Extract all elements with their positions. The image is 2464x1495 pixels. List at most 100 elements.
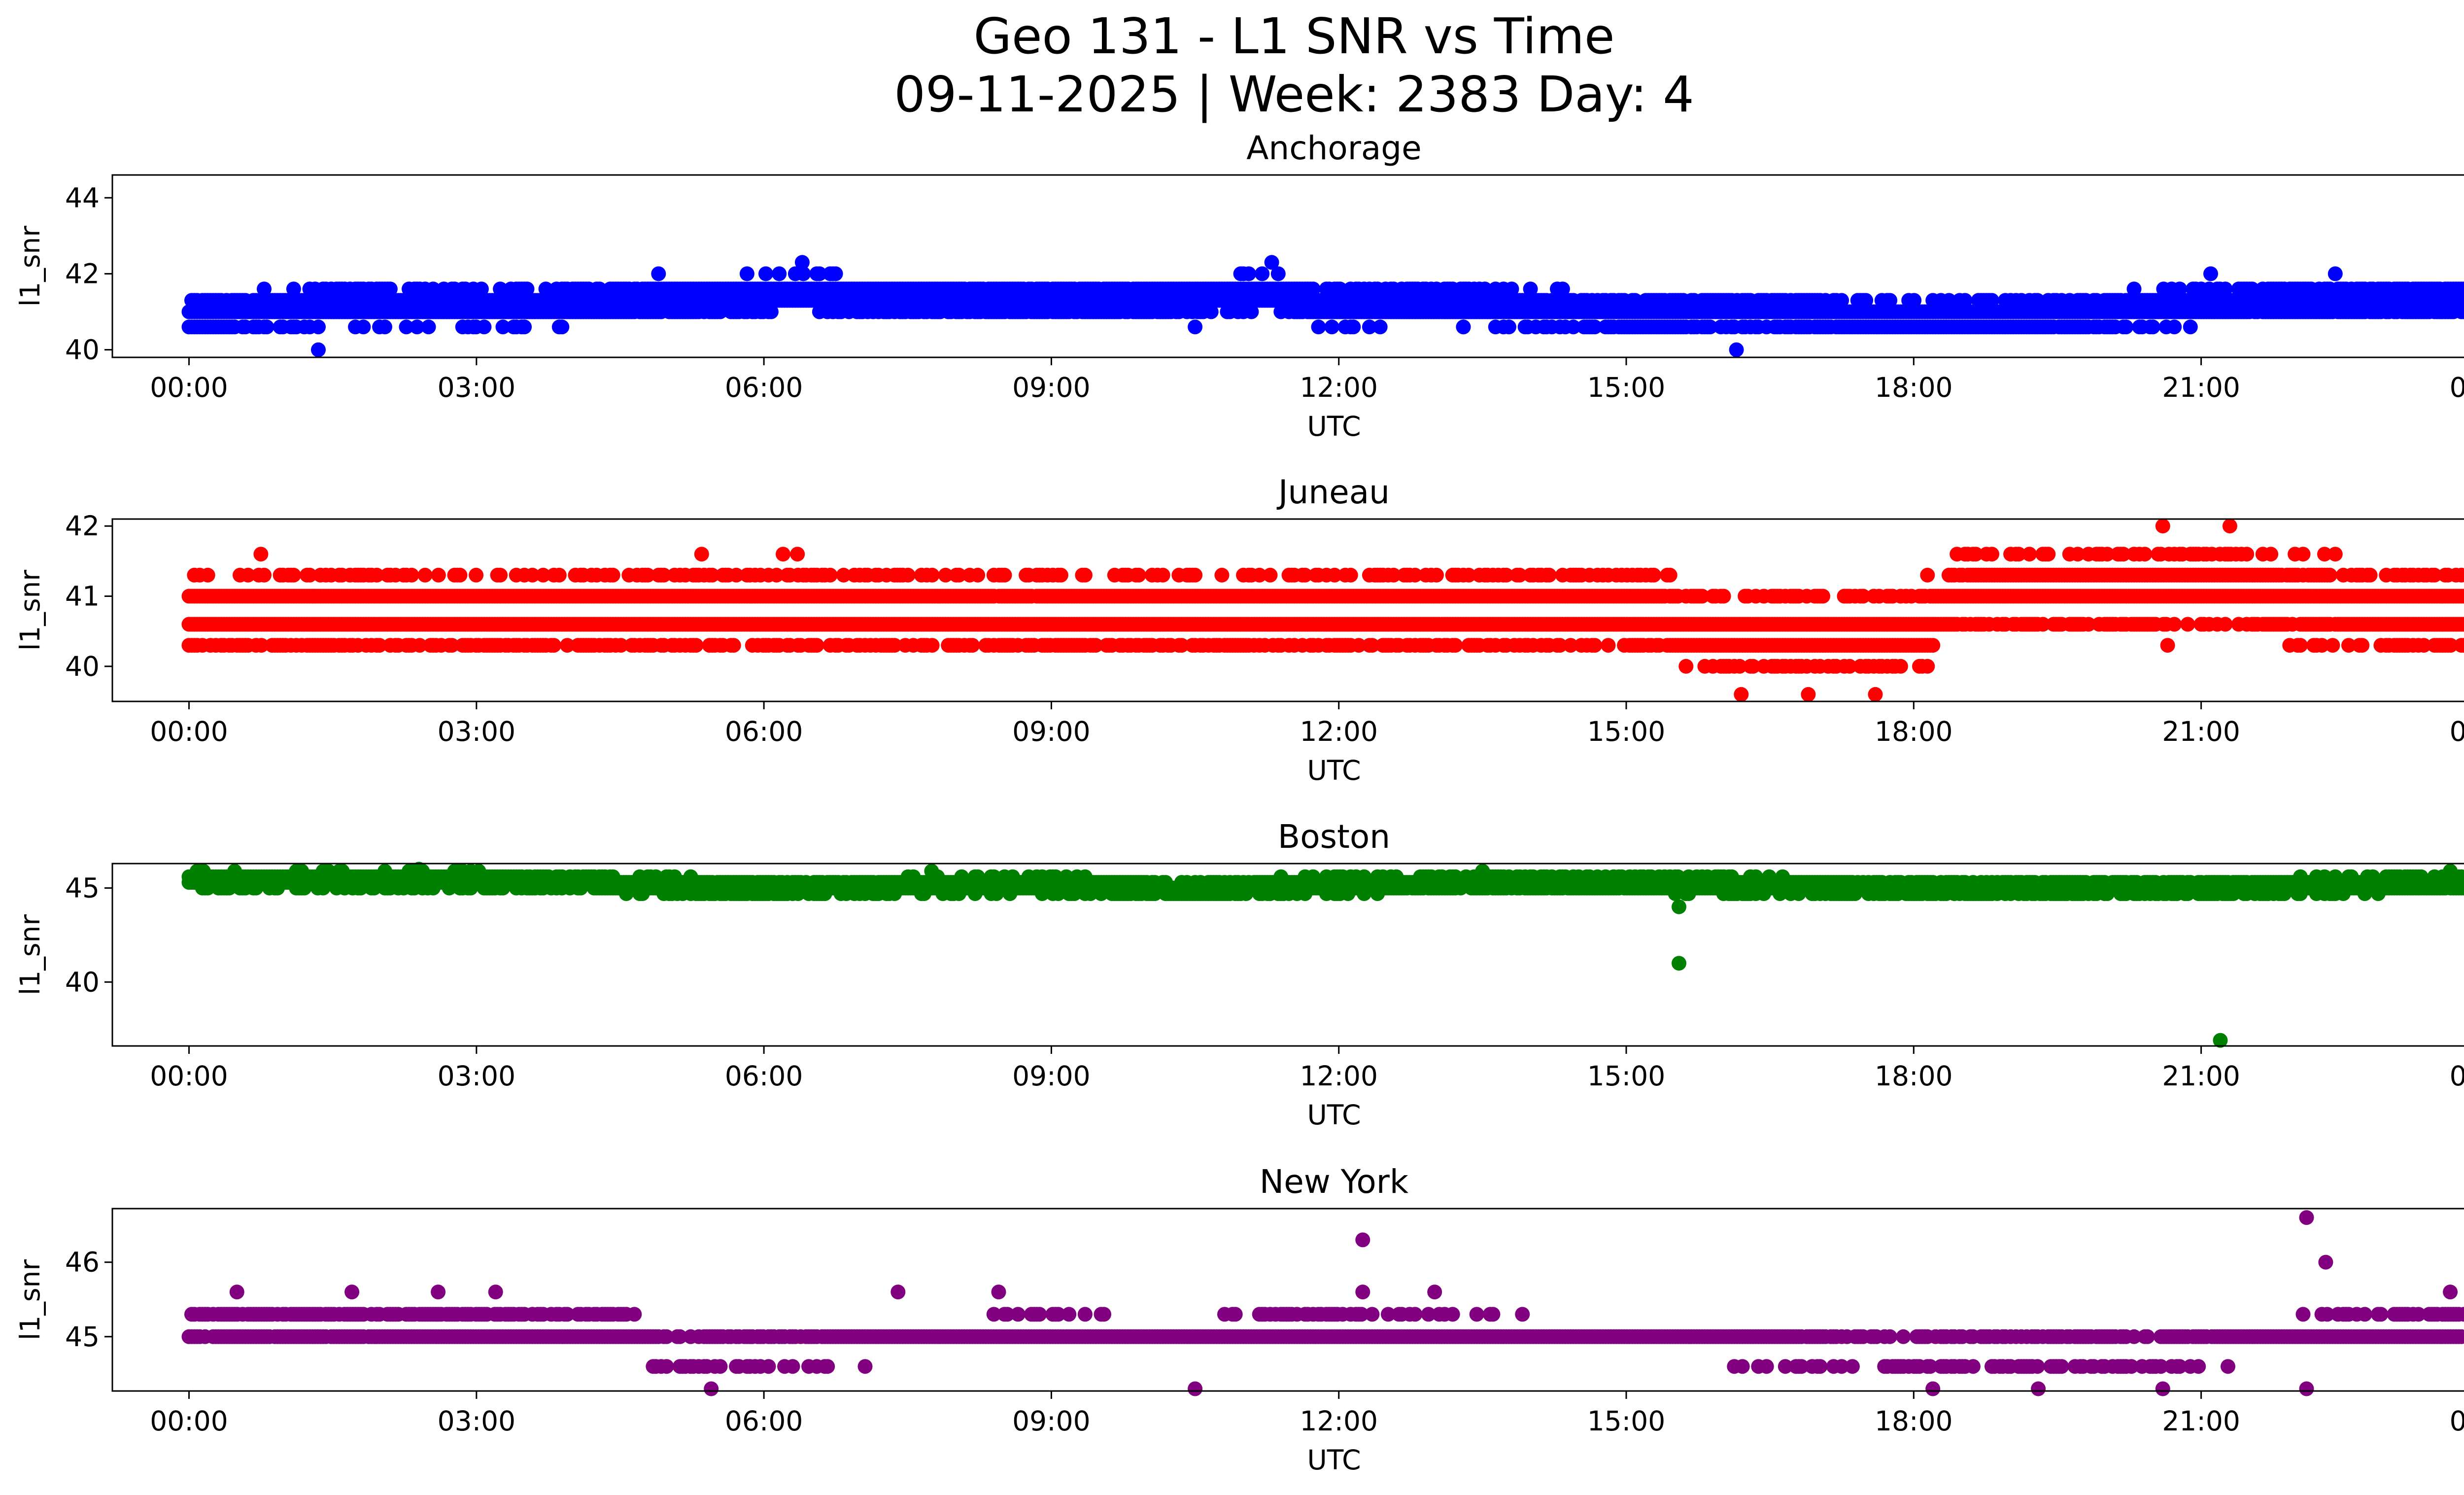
point-anchorage (1241, 266, 1256, 281)
y-tick-label: 40 (65, 651, 100, 682)
outlier-point-juneau (1734, 687, 1749, 702)
point-juneau (924, 567, 940, 583)
point-anchorage (257, 281, 272, 297)
point-juneau (726, 638, 741, 653)
figure-title-line-1: Geo 131 - L1 SNR vs Time (974, 7, 1615, 65)
point-anchorage (517, 319, 532, 335)
y-tick-label: 41 (65, 581, 100, 612)
point-anchorage (382, 281, 398, 297)
point-juneau (2167, 617, 2182, 632)
point-juneau (1646, 567, 1661, 583)
x-tick-label: 12:00 (1300, 372, 1378, 403)
x-tick-label: 09:00 (1012, 372, 1091, 403)
point-juneau (965, 638, 980, 653)
axes-frame-juneau (111, 518, 2464, 702)
point-juneau (417, 567, 433, 583)
point-juneau (1920, 659, 1935, 674)
point-juneau (2293, 638, 2308, 653)
point-anchorage (554, 319, 570, 335)
point-juneau (2137, 547, 2153, 562)
outlier-point-juneau (776, 547, 790, 562)
point-juneau (1188, 567, 1203, 583)
point-anchorage (477, 319, 492, 335)
x-ticks-juneau: 00:00 03:00 06:00 09:00 12:00 15:00 18:00 21:00… (150, 701, 2464, 747)
point-juneau (493, 567, 508, 583)
point-anchorage (1324, 319, 1339, 335)
outlier-point-anchorage (2327, 266, 2343, 281)
x-tick-label: 21:00 (2162, 716, 2240, 747)
point-juneau (1131, 567, 1146, 583)
point-anchorage (2145, 319, 2160, 335)
point-juneau (1662, 567, 1677, 583)
point-juneau (2295, 547, 2311, 562)
point-anchorage (1502, 319, 1516, 335)
point-anchorage (286, 281, 301, 297)
point-juneau (1716, 589, 1731, 604)
point-anchorage (493, 281, 508, 297)
point-juneau (469, 567, 484, 583)
point-juneau (605, 567, 620, 583)
point-juneau (997, 567, 1012, 583)
x-tick-label: 21:00 (2162, 372, 2240, 403)
point-juneau (1429, 567, 1444, 583)
x-tick-label: 09:00 (1012, 716, 1091, 747)
x-axis-label-anchorage: UTC (1307, 411, 1361, 442)
outlier-point-anchorage (2203, 266, 2218, 281)
outlier-point-anchorage (794, 255, 810, 270)
x-tick-label: 03:00 (438, 716, 516, 747)
x-tick-label: 15:00 (1587, 716, 1666, 747)
point-juneau (2322, 567, 2337, 583)
y-tick-label: 42 (65, 258, 100, 289)
x-tick-label: 00:00 (2450, 372, 2464, 403)
x-tick-label: 12:00 (1300, 716, 1378, 747)
point-juneau (2041, 547, 2056, 562)
point-anchorage (1346, 319, 1361, 335)
point-anchorage (758, 266, 773, 281)
y-tick-label: 40 (65, 334, 100, 366)
point-anchorage (828, 266, 843, 281)
point-anchorage (259, 319, 274, 335)
point-juneau (822, 567, 838, 583)
point-juneau (1077, 567, 1093, 583)
point-anchorage (538, 281, 553, 297)
y-tick-label: 44 (65, 182, 100, 213)
point-juneau (200, 567, 215, 583)
x-tick-label: 00:00 (150, 372, 228, 403)
point-anchorage (2183, 319, 2198, 335)
point-juneau (551, 567, 567, 583)
outlier-point-juneau (2327, 547, 2343, 562)
outlier-point-anchorage (311, 319, 326, 335)
point-juneau (2362, 567, 2378, 583)
x-tick-label: 06:00 (725, 716, 803, 747)
point-anchorage (713, 304, 728, 319)
point-juneau (546, 638, 561, 653)
point-juneau (2022, 547, 2037, 562)
outlier-point-juneau (790, 547, 805, 562)
point-anchorage (474, 281, 489, 297)
point-anchorage (739, 266, 754, 281)
outlier-point-juneau (2155, 519, 2170, 534)
outlier-point-anchorage (1264, 255, 1279, 270)
point-juneau (2218, 617, 2233, 632)
x-ticks-anchorage: 00:00 03:00 06:00 09:00 12:00 15:00 18:00 21:00… (150, 357, 2464, 403)
x-tick-label: 18:00 (1875, 716, 1953, 747)
point-juneau (1343, 567, 1358, 583)
outlier-point-anchorage (1729, 342, 1744, 357)
point-anchorage (796, 266, 811, 281)
point-anchorage (399, 319, 414, 335)
x-tick-label: 00:00 (2450, 716, 2464, 747)
point-juneau (1214, 567, 1230, 583)
panel-title-boston: Boston (1278, 818, 1390, 856)
point-anchorage (2119, 319, 2134, 335)
point-anchorage (2167, 319, 2182, 335)
y-axis-label-anchorage: l1_snr (14, 226, 46, 307)
outlier-point-juneau (1801, 687, 1816, 702)
point-juneau (1920, 567, 1935, 583)
point-anchorage (592, 281, 607, 297)
x-tick-label: 15:00 (1587, 372, 1666, 403)
point-juneau (1155, 567, 1170, 583)
